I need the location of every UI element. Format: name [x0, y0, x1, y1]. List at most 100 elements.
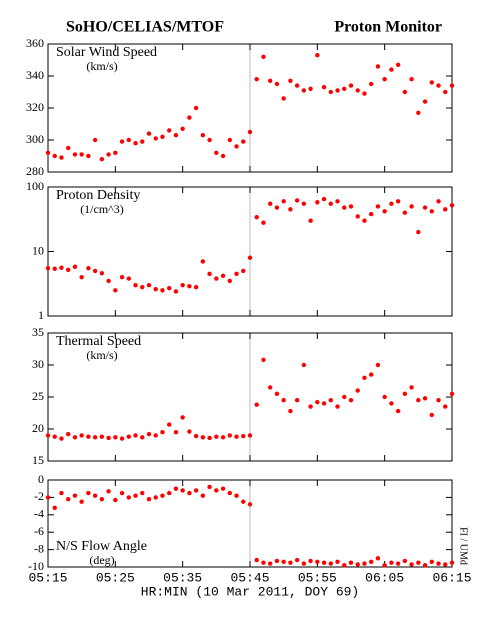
data-point [59, 155, 64, 160]
data-point [301, 561, 307, 566]
data-point [146, 496, 152, 502]
data-point [449, 83, 455, 88]
data-point [160, 430, 165, 435]
data-point [220, 486, 226, 491]
data-point [301, 201, 307, 206]
data-point [227, 278, 232, 284]
data-point [268, 201, 273, 206]
y-tick-label: 20 [32, 421, 44, 435]
x-tick-label: 05:45 [230, 570, 269, 585]
data-point [395, 199, 401, 204]
panel-units: (deg) [89, 553, 114, 567]
y-tick-label: -10 [28, 559, 44, 573]
data-point [52, 505, 57, 511]
data-point [220, 273, 226, 279]
data-point [45, 495, 51, 500]
data-point [247, 255, 253, 260]
data-point [200, 259, 206, 264]
data-point [106, 278, 111, 284]
data-point [180, 415, 185, 420]
data-point [281, 559, 286, 564]
data-point [261, 357, 266, 363]
data-point [140, 139, 145, 144]
panel-units: (km/s) [86, 348, 117, 362]
data-point [261, 54, 266, 59]
data-point [369, 559, 374, 564]
data-point [193, 433, 199, 439]
y-tick-label: 320 [26, 100, 44, 114]
data-point [409, 562, 414, 567]
y-tick-label: -6 [34, 524, 44, 538]
data-point [119, 139, 125, 144]
data-point [348, 560, 354, 565]
panel-title: Proton Density [56, 188, 140, 203]
data-point [389, 560, 394, 565]
data-point [207, 484, 212, 490]
data-point [247, 502, 253, 507]
data-point [315, 559, 320, 564]
data-point [382, 394, 387, 400]
y-tick-label: 280 [26, 164, 44, 178]
data-point [436, 561, 441, 566]
data-point [409, 204, 414, 209]
data-point [422, 205, 428, 210]
data-point [167, 128, 172, 133]
data-point [234, 493, 239, 498]
data-point [140, 284, 145, 290]
data-point [342, 86, 347, 92]
data-point [389, 201, 394, 206]
data-point [52, 266, 57, 271]
data-point [45, 150, 51, 155]
data-point [436, 199, 441, 204]
data-point [86, 490, 91, 496]
data-point [119, 436, 125, 441]
data-point [416, 110, 421, 116]
data-point [375, 362, 381, 368]
data-point [321, 85, 327, 90]
data-point [234, 434, 239, 439]
data-point [443, 89, 448, 95]
data-point [99, 434, 105, 439]
data-point [160, 493, 165, 498]
data-point [274, 205, 280, 210]
data-point [66, 267, 71, 273]
data-point [72, 493, 78, 498]
data-point [429, 209, 434, 214]
data-point [375, 204, 381, 209]
data-point [66, 496, 71, 502]
data-point [220, 435, 226, 440]
y-tick-label: 360 [26, 36, 44, 50]
data-point [294, 198, 300, 203]
data-point [167, 285, 172, 291]
data-point [173, 133, 179, 138]
panel-title: Solar Wind Speed [56, 45, 157, 60]
data-point [86, 266, 91, 271]
data-point [281, 199, 286, 204]
data-point [335, 199, 340, 204]
data-point [59, 265, 64, 270]
data-point [193, 105, 199, 111]
data-point [288, 207, 293, 212]
data-point [443, 562, 448, 567]
x-tick-label: 06:15 [432, 570, 471, 585]
data-point [449, 391, 455, 396]
data-point [133, 283, 138, 288]
data-point [126, 137, 131, 143]
data-point [301, 362, 307, 368]
data-point [321, 401, 327, 406]
data-point [66, 431, 71, 437]
data-point [207, 271, 212, 277]
data-point [106, 152, 111, 157]
y-tick-label: -4 [34, 507, 44, 521]
data-point [369, 81, 374, 87]
data-point [153, 136, 158, 141]
data-point [395, 408, 401, 414]
data-point [369, 211, 374, 217]
panel-title: N/S Flow Angle [56, 539, 147, 554]
data-point [369, 372, 374, 377]
data-point [416, 229, 421, 235]
data-point [173, 430, 179, 435]
data-point [72, 435, 78, 440]
data-point [106, 489, 111, 494]
data-point [92, 137, 98, 143]
